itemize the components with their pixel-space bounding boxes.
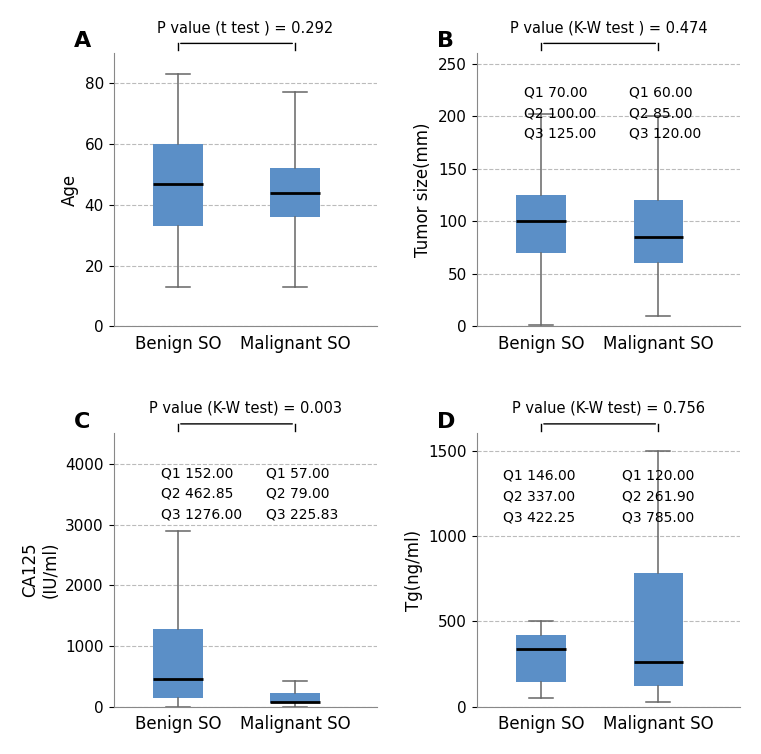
PathPatch shape [154,144,202,226]
Text: Q1 60.00
Q2 85.00
Q3 120.00: Q1 60.00 Q2 85.00 Q3 120.00 [629,86,702,141]
Text: P value (K-W test) = 0.756: P value (K-W test) = 0.756 [512,400,705,415]
Y-axis label: Age: Age [61,173,79,206]
Text: Q1 120.00
Q2 261.90
Q3 785.00: Q1 120.00 Q2 261.90 Q3 785.00 [622,469,694,524]
Text: P value (K-W test) = 0.003: P value (K-W test) = 0.003 [149,400,342,415]
Y-axis label: CA125
(IU/ml): CA125 (IU/ml) [21,542,59,599]
PathPatch shape [634,201,683,263]
Text: B: B [437,31,454,51]
Text: A: A [74,31,91,51]
Text: P value (K-W test ) = 0.474: P value (K-W test ) = 0.474 [510,20,707,35]
Text: Q1 146.00
Q2 337.00
Q3 422.25: Q1 146.00 Q2 337.00 Q3 422.25 [503,469,575,524]
Text: P value (t test ) = 0.292: P value (t test ) = 0.292 [158,20,333,35]
PathPatch shape [270,693,320,703]
Text: Q1 57.00
Q2 79.00
Q3 225.83: Q1 57.00 Q2 79.00 Q3 225.83 [266,466,339,522]
PathPatch shape [270,168,320,217]
PathPatch shape [634,573,683,686]
Text: C: C [74,412,91,431]
Y-axis label: Tumor size(mm): Tumor size(mm) [415,122,432,257]
Text: D: D [437,412,456,431]
Text: Q1 70.00
Q2 100.00
Q3 125.00: Q1 70.00 Q2 100.00 Q3 125.00 [524,86,597,141]
PathPatch shape [517,195,565,253]
Y-axis label: Tg(ng/ml): Tg(ng/ml) [405,529,423,611]
PathPatch shape [154,630,202,697]
Text: Q1 152.00
Q2 462.85
Q3 1276.00: Q1 152.00 Q2 462.85 Q3 1276.00 [161,466,242,522]
PathPatch shape [517,635,565,682]
